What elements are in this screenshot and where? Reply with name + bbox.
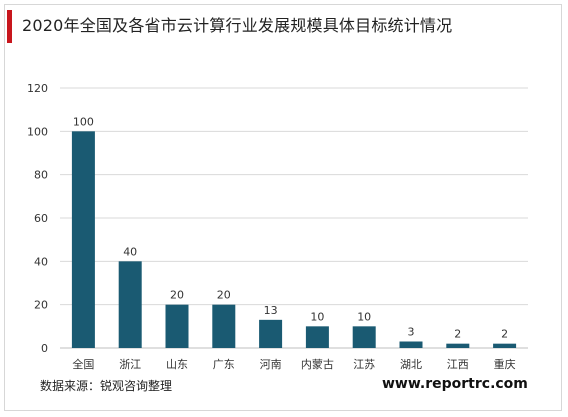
data-label: 20 (170, 289, 184, 302)
data-label: 10 (357, 310, 371, 323)
y-tick-label: 60 (34, 212, 48, 225)
data-label: 3 (408, 326, 415, 339)
x-tick-label: 江苏 (353, 358, 375, 371)
data-label: 13 (264, 304, 278, 317)
y-tick-label: 40 (34, 255, 48, 268)
chart-title: 2020年全国及各省市云计算行业发展规模具体目标统计情况 (22, 16, 453, 35)
y-tick-label: 0 (41, 342, 48, 355)
website-watermark: www.reportrc.com (382, 376, 528, 392)
title-accent-bar (7, 10, 12, 43)
x-tick-label: 内蒙古 (301, 357, 334, 371)
bar-山东 (165, 304, 189, 348)
bar-内蒙古 (305, 326, 329, 348)
bar-广东 (212, 304, 236, 348)
data-labels: 100 40 20 20 13 10 10 3 2 2 (73, 115, 508, 340)
bar-江苏 (352, 326, 376, 348)
bar-江西 (446, 343, 470, 348)
x-tick-label: 重庆 (494, 357, 516, 371)
x-tick-label: 湖北 (400, 358, 422, 371)
bars (71, 131, 517, 348)
x-tick-label: 浙江 (119, 358, 141, 371)
data-source-note: 数据来源：锐观咨询整理 (40, 379, 173, 393)
bar-重庆 (493, 343, 517, 348)
bar-湖北 (399, 341, 423, 348)
x-tick-label: 河南 (260, 358, 282, 371)
bar-浙江 (118, 261, 142, 348)
y-tick-label: 80 (34, 169, 48, 182)
data-label: 10 (310, 310, 324, 323)
data-label: 100 (73, 115, 94, 128)
y-tick-label: 20 (34, 299, 48, 312)
data-label: 20 (217, 289, 231, 302)
x-tick-label: 山东 (166, 358, 188, 371)
bar-全国 (71, 131, 95, 348)
x-tick-label: 江西 (447, 358, 469, 371)
x-tick-label: 广东 (213, 358, 235, 371)
bar-河南 (259, 319, 283, 348)
data-label: 2 (501, 328, 508, 341)
y-tick-label: 120 (27, 82, 48, 95)
data-label: 2 (454, 328, 461, 341)
chart-frame (4, 4, 562, 411)
y-tick-label: 100 (27, 125, 48, 138)
data-label: 40 (123, 245, 137, 258)
x-tick-label: 全国 (72, 357, 94, 371)
